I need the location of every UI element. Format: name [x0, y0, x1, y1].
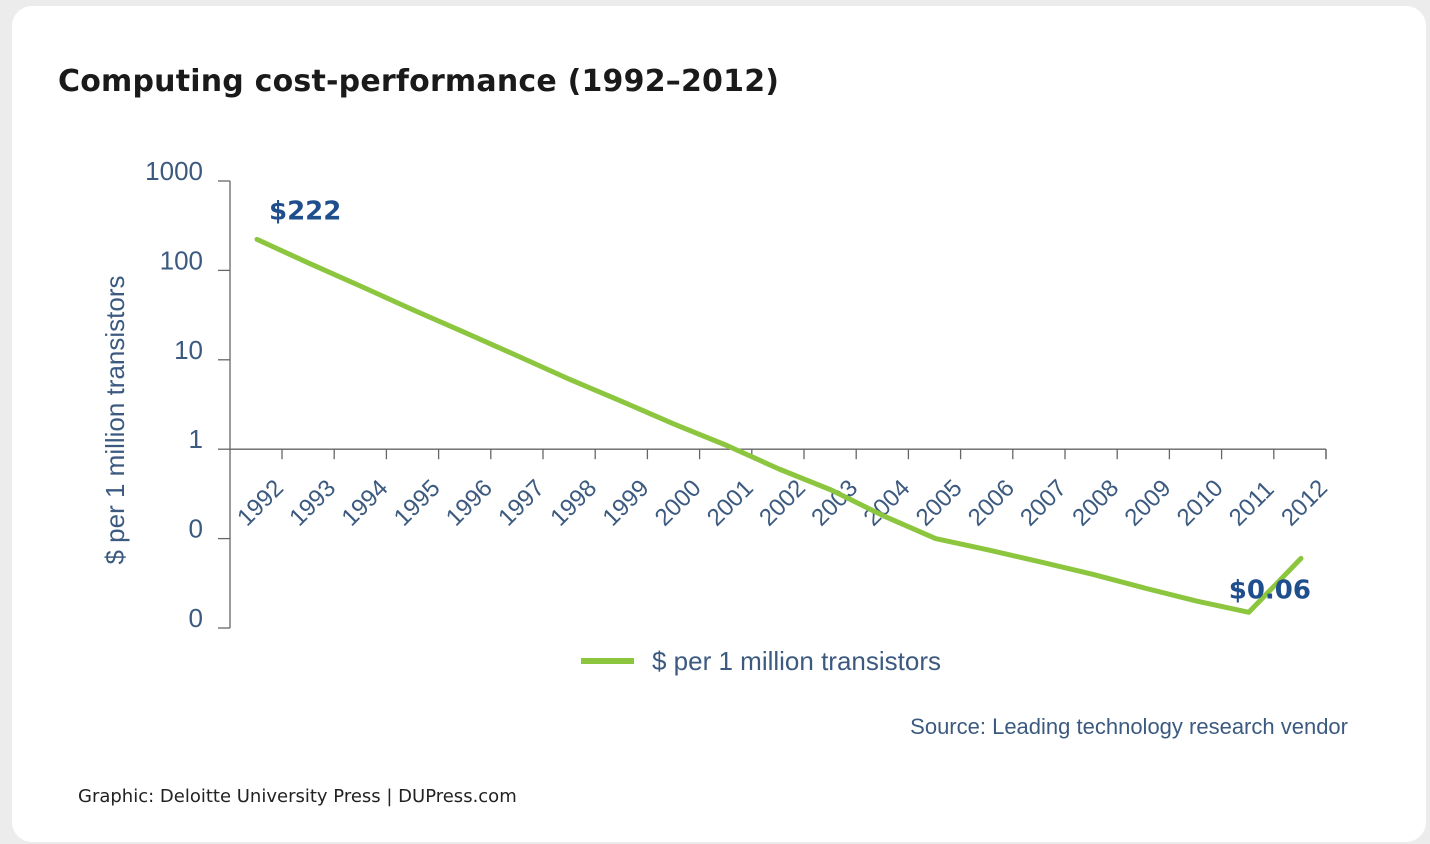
x-tick-label-2010: 2010 [1172, 475, 1229, 532]
y-tick-label-5: 0 [189, 603, 203, 633]
x-tick-label-2002: 2002 [754, 475, 811, 532]
x-tick-label-1998: 1998 [545, 475, 602, 532]
x-tick-label-1993: 1993 [284, 475, 341, 532]
x-tick-label-2000: 2000 [650, 475, 707, 532]
x-tick-label-2012: 2012 [1276, 475, 1333, 532]
x-tick-label-1992: 1992 [232, 475, 289, 532]
x-tick-label-1995: 1995 [389, 475, 446, 532]
x-tick-label-1996: 1996 [441, 475, 498, 532]
x-tick-label-1994: 1994 [337, 475, 394, 532]
y-tick-label-0: 1000 [145, 156, 203, 186]
graphic-credit: Graphic: Deloitte University Press | DUP… [78, 786, 517, 807]
data-label-1: $0.06 [1229, 575, 1311, 605]
x-tick-label-2007: 2007 [1015, 475, 1072, 532]
x-tick-label-1999: 1999 [598, 475, 655, 532]
chart-title: Computing cost-performance (1992–2012) [58, 64, 780, 99]
x-tick-label-2001: 2001 [702, 475, 759, 532]
y-axis-label: $ per 1 million transistors [100, 276, 130, 565]
chart-card [12, 6, 1426, 842]
x-tick-label-2011: 2011 [1224, 476, 1280, 532]
y-tick-label-2: 10 [174, 335, 203, 365]
x-tick-label-2004: 2004 [859, 475, 916, 532]
x-tick-label-2009: 2009 [1120, 475, 1177, 532]
x-tick-label-2006: 2006 [963, 475, 1020, 532]
data-label-0: $222 [269, 196, 341, 226]
x-tick-label-2008: 2008 [1067, 475, 1124, 532]
y-tick-label-1: 100 [160, 245, 203, 275]
legend-label: $ per 1 million transistors [652, 646, 941, 676]
x-tick-label-2005: 2005 [911, 475, 968, 532]
source-note: Source: Leading technology research vend… [910, 714, 1348, 739]
y-tick-label-3: 1 [189, 424, 203, 454]
series-line [254, 236, 1304, 615]
y-tick-label-4: 0 [189, 514, 203, 544]
x-tick-label-1997: 1997 [493, 475, 550, 532]
